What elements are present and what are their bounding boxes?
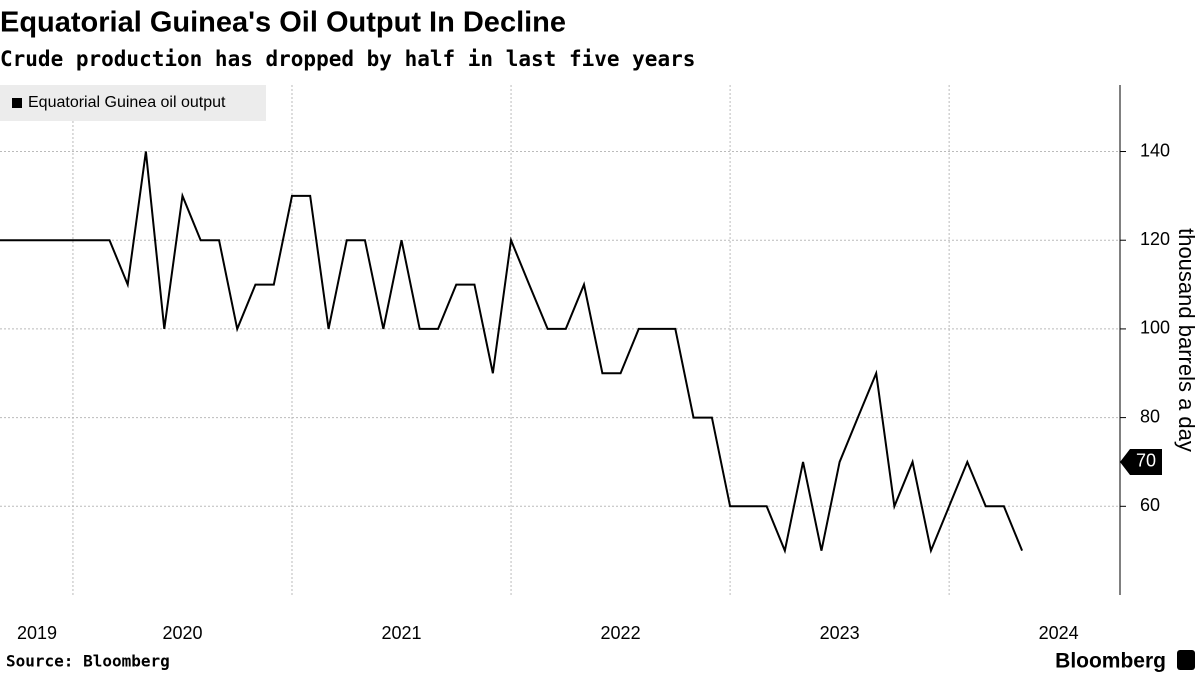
y-tick-label: 140 [1140, 140, 1170, 160]
legend-label: Equatorial Guinea oil output [28, 94, 226, 111]
brand: Bloomberg [1055, 650, 1166, 673]
y-tick-label: 100 [1140, 318, 1170, 338]
source: Source: Bloomberg [6, 652, 170, 671]
chart-title: Equatorial Guinea's Oil Output In Declin… [0, 7, 566, 39]
last-value-label: 70 [1136, 451, 1156, 471]
legend-swatch [12, 98, 22, 108]
y-tick-label: 120 [1140, 229, 1170, 249]
y-tick-label: 80 [1140, 406, 1160, 426]
line [0, 151, 1024, 555]
y-axis-label: thousand barrels a day [1174, 228, 1199, 452]
y-tick-label: 60 [1140, 495, 1160, 515]
x-tick-label: 2022 [601, 623, 641, 643]
x-tick-label: 2024 [1039, 623, 1079, 643]
x-tick-label: 2023 [820, 623, 860, 643]
last-value-tag [1120, 448, 1162, 475]
chart-subtitle: Crude production has dropped by half in … [0, 47, 695, 71]
x-tick-label: 2021 [381, 623, 421, 643]
x-tick-label: 2020 [162, 623, 202, 643]
x-tick-label: 2019 [17, 623, 57, 643]
brand-icon [1177, 650, 1195, 670]
legend-box [0, 85, 266, 121]
